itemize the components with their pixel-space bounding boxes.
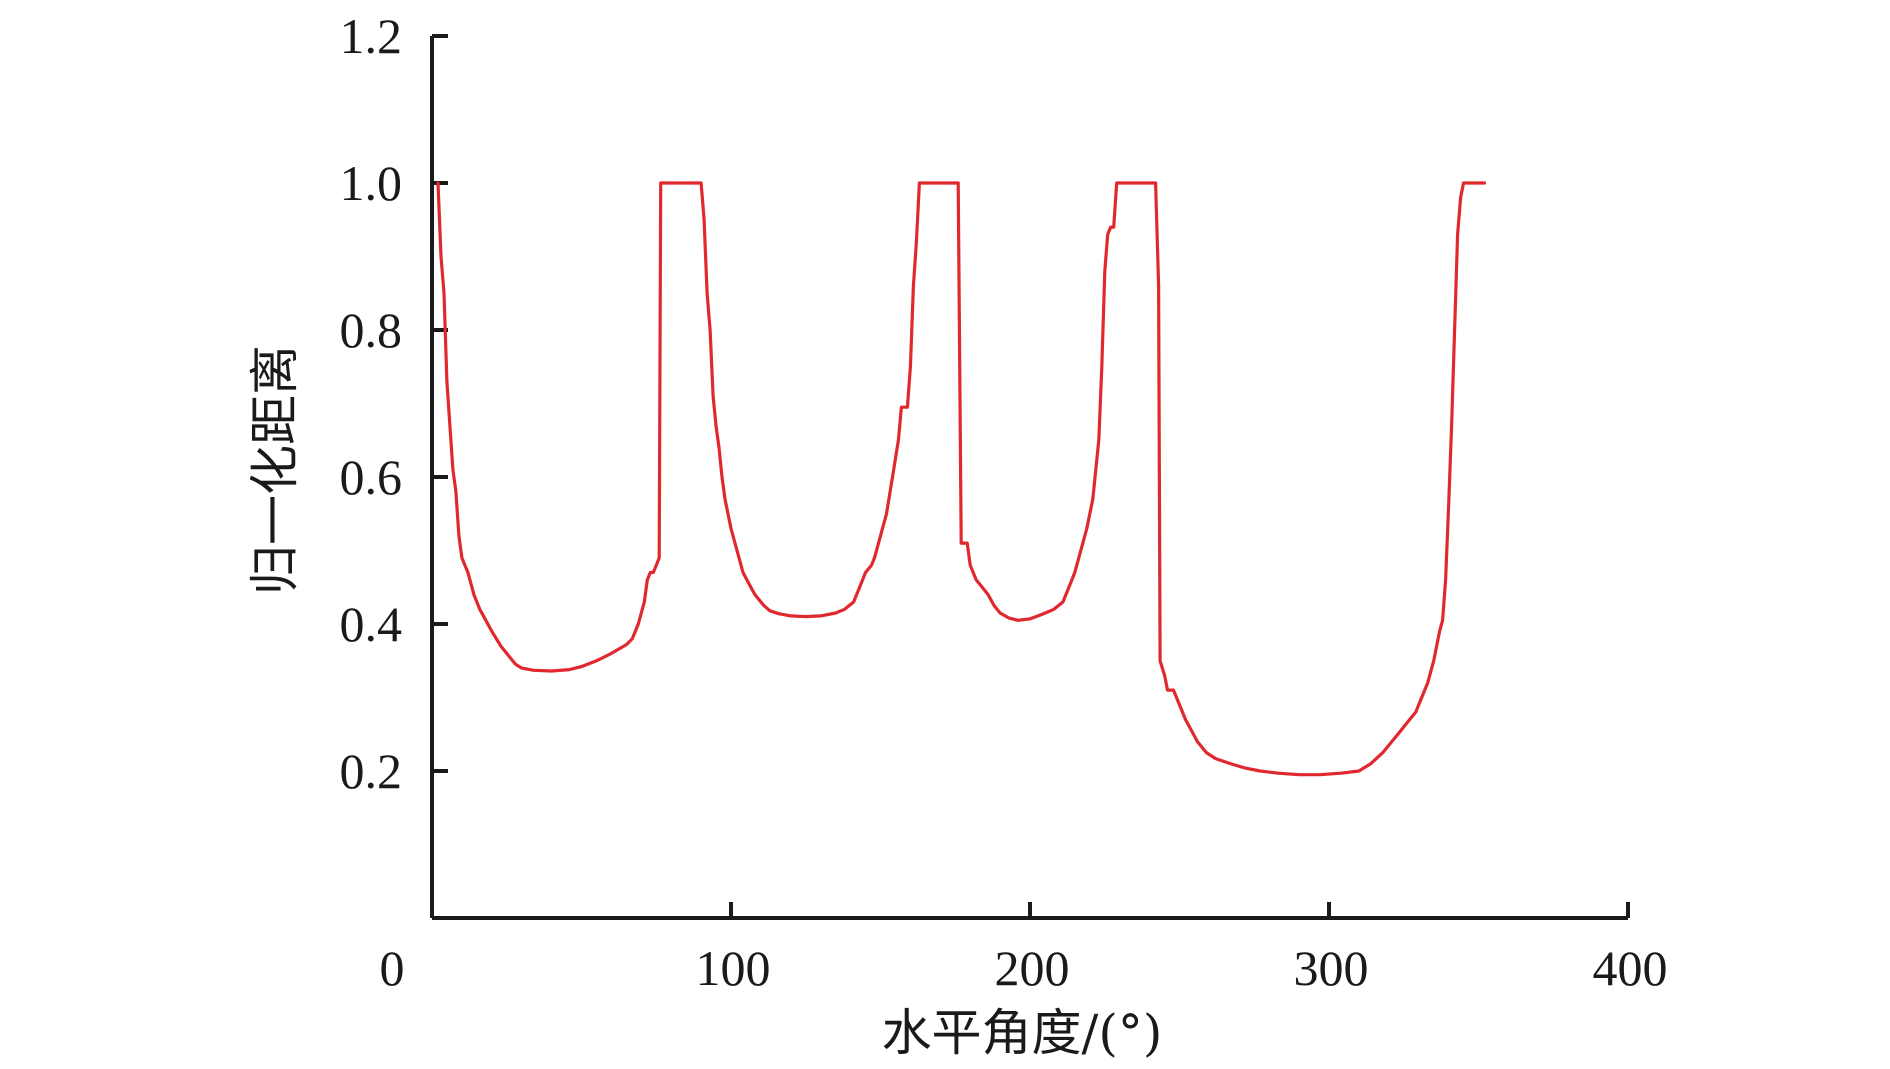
x-tick-label: 100 [696, 940, 771, 996]
y-tick-label: 0.2 [340, 743, 403, 799]
series-line [436, 181, 1487, 777]
x-axis-ticks: 0 100 200 300 400 [380, 902, 1668, 996]
y-tick-label: 0.4 [340, 596, 403, 652]
y-tick-label: 0.8 [340, 302, 403, 358]
series-layer [436, 181, 1487, 777]
y-axis-title: 归一化距离 [246, 345, 304, 595]
y-tick-label: 0.6 [340, 449, 403, 505]
y-tick-label: 1.2 [340, 8, 403, 64]
y-axis-ticks: 0.2 0.4 0.6 0.8 1.0 1.2 [340, 8, 448, 799]
x-tick-label: 200 [995, 940, 1070, 996]
x-axis-title: 水平角度/(°) [882, 1004, 1163, 1062]
x-tick-label: 0 [380, 940, 405, 996]
x-tick-label: 300 [1294, 940, 1369, 996]
x-tick-label: 400 [1593, 940, 1668, 996]
y-tick-label: 1.0 [340, 155, 403, 211]
